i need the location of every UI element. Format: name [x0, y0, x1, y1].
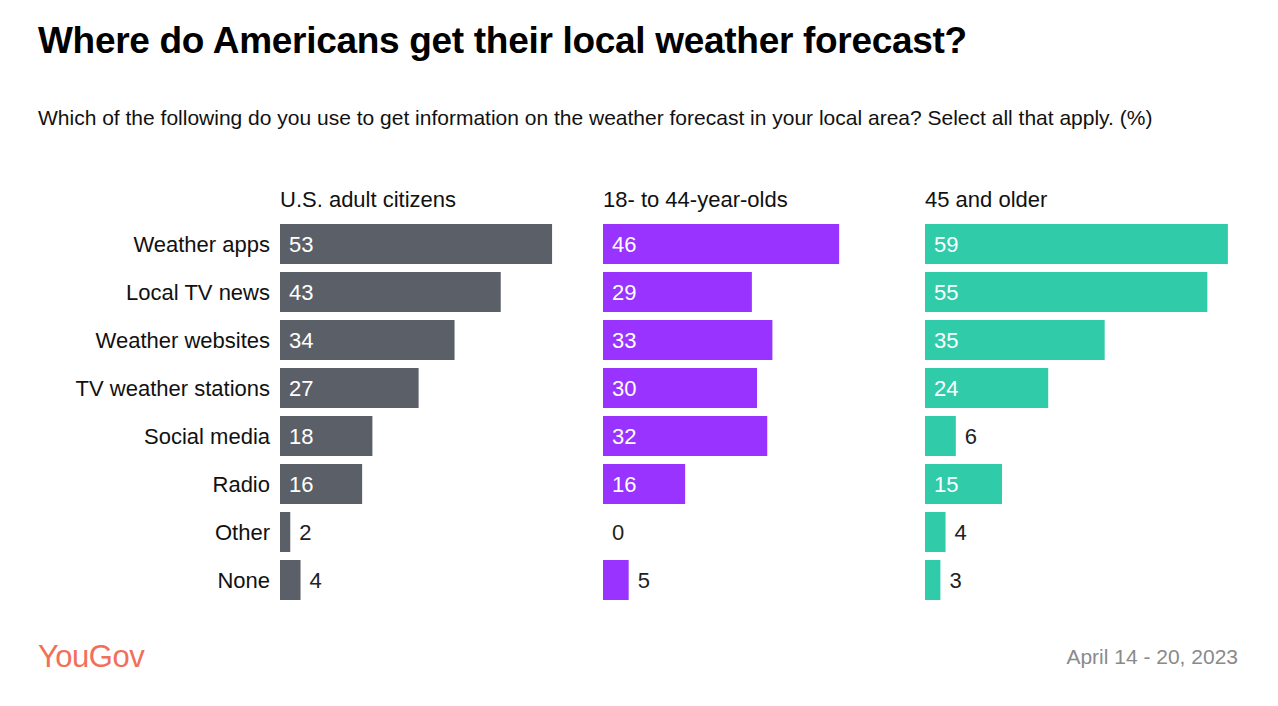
data-label: 16	[289, 472, 313, 497]
bar	[603, 368, 757, 408]
bar	[603, 320, 772, 360]
bar	[925, 272, 1207, 312]
bar	[603, 512, 604, 552]
category-label: Other	[215, 520, 270, 545]
source: YouGov	[38, 639, 145, 674]
data-label: 4	[310, 568, 322, 593]
category-label: Radio	[213, 472, 270, 497]
bar	[603, 272, 752, 312]
data-label: 18	[289, 424, 313, 449]
data-label: 16	[612, 472, 636, 497]
panel-header: U.S. adult citizens	[280, 187, 456, 212]
bar	[280, 368, 419, 408]
category-label: TV weather stations	[76, 376, 270, 401]
data-label: 59	[934, 232, 958, 257]
date: April 14 - 20, 2023	[1066, 645, 1238, 668]
data-label: 6	[965, 424, 977, 449]
category-label: Weather apps	[133, 232, 270, 257]
data-label: 4	[955, 520, 967, 545]
data-label: 5	[638, 568, 650, 593]
bar	[925, 224, 1228, 264]
bar	[603, 224, 839, 264]
category-label: Local TV news	[126, 280, 270, 305]
category-label: Weather websites	[96, 328, 270, 353]
data-label: 32	[612, 424, 636, 449]
data-label: 46	[612, 232, 636, 257]
data-label: 2	[299, 520, 311, 545]
bars	[280, 224, 552, 600]
data-label: 33	[612, 328, 636, 353]
bar	[925, 416, 956, 456]
title: Where do Americans get their local weath…	[38, 20, 967, 62]
bars	[603, 224, 839, 600]
data-label: 55	[934, 280, 958, 305]
bar	[603, 416, 767, 456]
chart: Weather apps Local TV news Weather website…	[0, 0, 1278, 706]
panel-header: 45 and older	[925, 187, 1047, 212]
bar	[280, 224, 552, 264]
data-label: 0	[612, 520, 624, 545]
bar	[925, 368, 1048, 408]
bar	[925, 512, 946, 552]
data-label: 3	[949, 568, 961, 593]
bar	[925, 464, 1002, 504]
data-label: 15	[934, 472, 958, 497]
bar	[280, 560, 301, 600]
data-label: 34	[289, 328, 313, 353]
data-label: 35	[934, 328, 958, 353]
data-label: 27	[289, 376, 313, 401]
bars	[925, 224, 1228, 600]
bar	[280, 464, 362, 504]
subtitle: Which of the following do you use to get…	[38, 99, 1243, 136]
category-label: None	[217, 568, 270, 593]
data-label: 29	[612, 280, 636, 305]
bar	[925, 320, 1105, 360]
bar	[603, 560, 629, 600]
bar	[280, 272, 501, 312]
data-label: 53	[289, 232, 313, 257]
bar	[925, 560, 940, 600]
data-label: 30	[612, 376, 636, 401]
data-label: 24	[934, 376, 958, 401]
bar	[280, 512, 290, 552]
bar	[280, 320, 455, 360]
data-label: 43	[289, 280, 313, 305]
category-label: Social media	[144, 424, 271, 449]
bar	[280, 416, 372, 456]
panel-header: 18- to 44-year-olds	[603, 187, 788, 212]
bar	[603, 464, 685, 504]
